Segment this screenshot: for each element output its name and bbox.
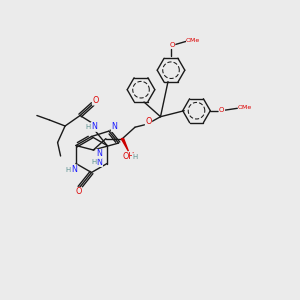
- Text: H: H: [85, 124, 91, 130]
- Text: N: N: [111, 122, 117, 131]
- Text: OMe: OMe: [238, 105, 252, 110]
- Text: N: N: [71, 165, 77, 174]
- Polygon shape: [121, 139, 128, 151]
- Text: O: O: [145, 117, 152, 126]
- Text: H: H: [132, 154, 138, 160]
- Text: O: O: [169, 42, 175, 48]
- Text: H: H: [91, 159, 96, 165]
- Text: OMe: OMe: [186, 38, 200, 43]
- Text: H: H: [66, 167, 71, 172]
- Text: N: N: [97, 158, 103, 166]
- Text: O: O: [92, 96, 99, 105]
- Text: N: N: [96, 149, 102, 158]
- Text: OH: OH: [123, 152, 135, 161]
- Text: N: N: [91, 122, 97, 131]
- Text: O: O: [76, 188, 82, 196]
- Text: O: O: [219, 107, 224, 113]
